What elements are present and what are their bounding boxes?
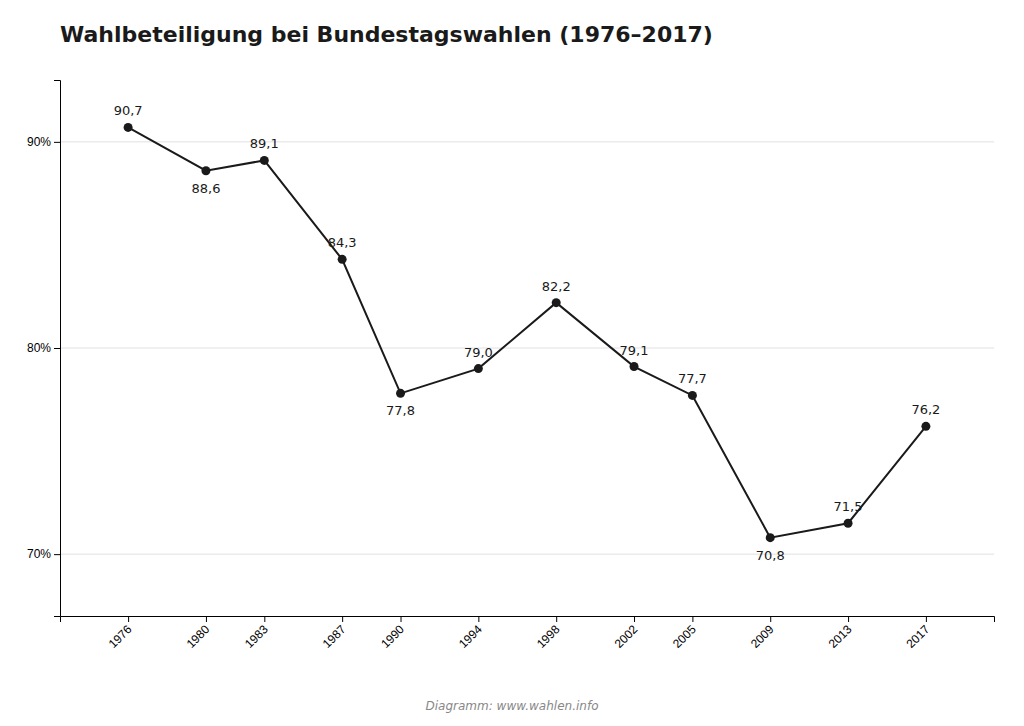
point: [474, 364, 483, 373]
x-tick: 2009: [748, 616, 777, 651]
y-tick-label: 90%: [27, 135, 51, 149]
x-tick: 2005: [670, 616, 699, 651]
x-tick-label: 2013: [826, 622, 855, 651]
point: [201, 166, 210, 175]
data-labels: 90,7 88,6 89,1 84,3 77,8 79,0 82,2 79,1 77,7 70,8…: [114, 103, 941, 562]
y-tick-mark: [54, 142, 60, 143]
x-tick: 2002: [612, 616, 641, 651]
marks: [124, 123, 931, 542]
x-tick-label: 2009: [748, 622, 777, 651]
data-label: 77,7: [678, 371, 707, 386]
y-tick-mark: [54, 348, 60, 349]
x-tick-label: 1983: [242, 622, 271, 651]
grid-line: [60, 554, 994, 555]
point: [338, 255, 347, 264]
footnote: Diagramm: www.wahlen.info: [426, 699, 599, 713]
x-tick-mark: [848, 616, 849, 622]
point: [552, 298, 561, 307]
x-tick: 1983: [242, 616, 271, 651]
x-tick: 1987: [320, 616, 349, 651]
data-label: 82,2: [542, 279, 571, 294]
x-tick: 1998: [534, 616, 563, 651]
y-tick: 80%: [27, 341, 60, 355]
x-tick-label: 2017: [904, 622, 933, 651]
x-tick: 1994: [456, 616, 485, 651]
grid-line: [60, 348, 994, 349]
x-tick-mark: [692, 616, 693, 622]
x-tick-mark: [926, 616, 927, 622]
chart: 1976 1980 1983 1987 1990 1994 1998 2002 2005 2009…: [0, 0, 1024, 726]
x-tick-mark: [634, 616, 635, 622]
x-tick-mark: [342, 616, 343, 622]
y-tick-label: 70%: [27, 547, 51, 561]
point: [260, 156, 269, 165]
y-tick: 70%: [27, 547, 60, 561]
x-tick-label: 1987: [320, 622, 349, 651]
x-tick: 2017: [904, 616, 933, 651]
x-tick-mark: [128, 616, 129, 622]
x-tick-mark: [478, 616, 479, 622]
x-axis: 1976 1980 1983 1987 1990 1994 1998 2002 2005 2009…: [61, 616, 995, 651]
point: [124, 123, 133, 132]
x-tick-label: 1980: [184, 622, 213, 651]
data-label: 79,1: [620, 343, 649, 358]
x-tick-mark: [401, 616, 402, 622]
x-tick-label: 2002: [612, 622, 641, 651]
data-label: 71,5: [834, 499, 863, 514]
y-axis-line: [54, 81, 61, 617]
line: [128, 127, 926, 537]
grid-line: [60, 141, 994, 142]
x-tick: 1980: [184, 616, 213, 651]
point: [630, 362, 639, 371]
point: [844, 519, 853, 528]
data-label: 77,8: [386, 403, 415, 418]
y-tick: 90%: [27, 135, 60, 149]
x-tick-label: 1976: [106, 622, 135, 651]
point: [921, 422, 930, 431]
y-tick-mark: [54, 554, 60, 555]
data-label: 89,1: [250, 136, 279, 151]
data-label: 84,3: [328, 235, 357, 250]
y-axis: 70% 80% 90%: [27, 81, 61, 617]
data-label: 88,6: [191, 181, 220, 196]
x-tick: 1976: [106, 616, 135, 651]
x-tick: 2013: [826, 616, 855, 651]
x-tick-label: 1990: [378, 622, 407, 651]
x-tick: 1990: [378, 616, 407, 651]
x-tick-mark: [264, 616, 265, 622]
point: [688, 391, 697, 400]
grid: [60, 142, 994, 554]
data-label: 76,2: [911, 402, 940, 417]
x-tick-mark: [206, 616, 207, 622]
data-label: 70,8: [756, 548, 785, 563]
point: [396, 389, 405, 398]
title: Wahlbeteiligung bei Bundestagswahlen (19…: [60, 22, 713, 47]
x-tick-label: 2005: [670, 622, 699, 651]
x-tick-label: 1994: [456, 622, 485, 651]
point: [766, 533, 775, 542]
data-label: 79,0: [464, 345, 493, 360]
x-tick-mark: [770, 616, 771, 622]
x-tick-label: 1998: [534, 622, 563, 651]
x-tick-mark: [556, 616, 557, 622]
x-axis-line: [61, 617, 995, 623]
data-label: 90,7: [114, 103, 143, 118]
y-tick-label: 80%: [27, 341, 51, 355]
